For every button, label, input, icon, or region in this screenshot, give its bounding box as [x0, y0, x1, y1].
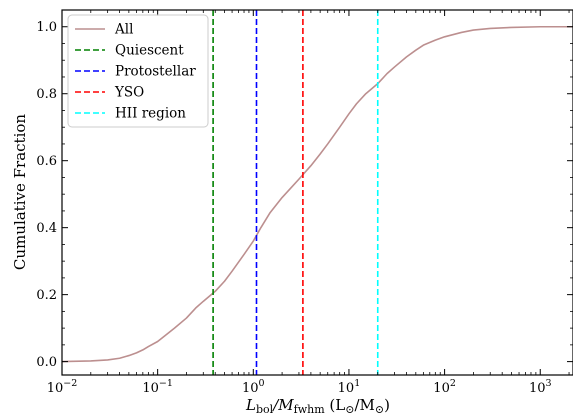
- x-tick-label: 10−2: [47, 378, 78, 396]
- legend-label-yso: YSO: [114, 85, 144, 101]
- y-tick-label: 0.6: [36, 154, 57, 169]
- y-tick-label: 0.4: [36, 221, 57, 236]
- y-tick-label: 0.8: [36, 87, 57, 102]
- plot-frame: [61, 9, 573, 376]
- legend: All Quiescent Protostellar YSO HII region: [67, 14, 209, 128]
- y-tick-label: 1.0: [36, 20, 57, 35]
- x-tick-label: 10−1: [142, 378, 173, 396]
- legend-label-protostellar: Protostellar: [115, 64, 196, 80]
- series-line-all: [62, 25, 573, 363]
- x-tick-label: 100: [242, 378, 265, 396]
- legend-label-all: All: [114, 22, 133, 38]
- y-tick-label: 0.0: [36, 355, 57, 370]
- x-tick-label: 101: [338, 378, 361, 396]
- legend-box: [67, 14, 209, 128]
- x-tick-label: 102: [433, 378, 456, 396]
- y-tick-label: 0.2: [36, 288, 57, 303]
- legend-label-quiescent: Quiescent: [115, 43, 184, 59]
- x-tick-label: 103: [529, 378, 552, 396]
- x-axis-label: Lbol/Mfwhm (L⊙/M⊙): [245, 396, 390, 416]
- legend-label-hii-region: HII region: [115, 106, 186, 122]
- y-axis-label: Cumulative Fraction: [11, 114, 29, 270]
